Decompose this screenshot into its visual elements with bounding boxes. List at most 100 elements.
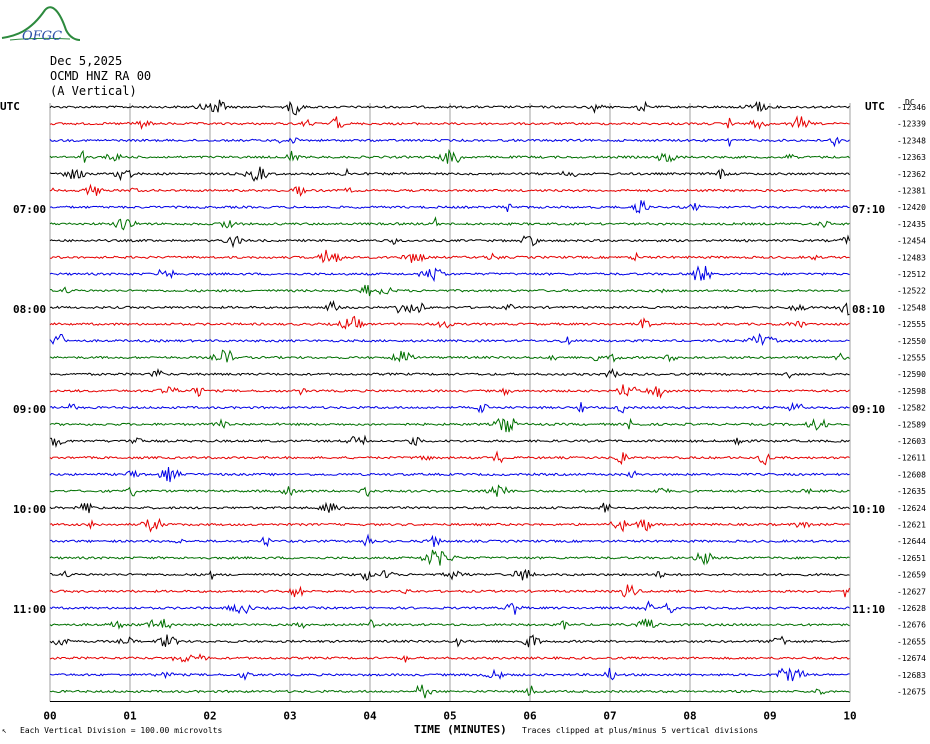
dc-label: DC <box>905 98 915 107</box>
trace-19 <box>49 417 850 433</box>
trace-28 <box>50 568 850 582</box>
x-tick-label: 03 <box>283 710 296 723</box>
trace-11 <box>50 284 850 297</box>
trace-33 <box>49 653 850 663</box>
x-tick-label: 01 <box>123 710 137 723</box>
left-time-0900: 09:00 <box>13 403 47 416</box>
dc-offset-value: -12555 <box>897 354 926 363</box>
trace-7 <box>49 216 850 231</box>
minute-gridlines <box>49 103 851 702</box>
right-time-1110: 11:10 <box>852 603 886 616</box>
dc-offset-labels: -12346 -12339 -12348 -12363 -12362 -12381 -124… <box>897 103 926 697</box>
trace-17 <box>49 384 850 399</box>
x-axis-label: TIME (MINUTES) <box>414 723 507 736</box>
logo-text: OFGC <box>22 29 62 44</box>
dc-offset-value: -12363 <box>897 153 926 162</box>
trace-5 <box>49 183 850 197</box>
dc-offset-value: -12676 <box>897 621 926 630</box>
dc-offset-value: -12675 <box>897 688 926 697</box>
dc-offset-value: -12339 <box>897 120 926 129</box>
trace-25 <box>49 517 850 533</box>
dc-offset-value: -12512 <box>897 270 926 279</box>
dc-offset-value: -12548 <box>897 303 926 312</box>
x-tick-label: 10 <box>843 710 856 723</box>
trace-32 <box>49 634 850 648</box>
dc-offset-value: -12651 <box>897 554 926 563</box>
scale-note: Each Vertical Division = 100.00 microvol… <box>20 726 223 735</box>
seismic-traces <box>49 99 850 699</box>
trace-13 <box>49 315 850 330</box>
ofgc-logo: OFGC <box>1 6 80 44</box>
dc-offset-value: -12598 <box>897 387 926 396</box>
right-time-0710: 07:10 <box>852 203 886 216</box>
trace-8 <box>49 234 850 249</box>
header-date: Dec 5,2025 <box>50 54 123 68</box>
dc-offset-value: -12348 <box>897 136 926 145</box>
left-time-1100: 11:00 <box>13 603 47 616</box>
trace-16 <box>49 367 850 379</box>
dc-offset-value: -12627 <box>897 587 926 596</box>
right-time-0910: 09:10 <box>852 403 886 416</box>
x-tick-label: 09 <box>763 710 776 723</box>
dc-offset-value: -12420 <box>897 203 926 212</box>
trace-24 <box>49 501 850 514</box>
header-component: (A Vertical) <box>50 84 137 98</box>
footer-mark: ↖ <box>2 726 7 735</box>
trace-4 <box>49 166 850 182</box>
left-time-1000: 10:00 <box>13 503 47 516</box>
left-time-0800: 08:00 <box>13 303 47 316</box>
trace-12 <box>49 299 850 316</box>
trace-29 <box>49 584 850 598</box>
dc-offset-value: -12590 <box>897 370 926 379</box>
dc-offset-value: -12659 <box>897 571 926 580</box>
x-tick-label: 04 <box>363 710 377 723</box>
dc-offset-value: -12644 <box>897 537 926 546</box>
right-time-0810: 08:10 <box>852 303 886 316</box>
dc-offset-value: -12655 <box>897 637 926 646</box>
dc-offset-value: -12381 <box>897 187 926 196</box>
dc-offset-value: -12621 <box>897 521 926 530</box>
header-station: OCMD HNZ RA 00 <box>50 69 152 83</box>
right-time-1010: 10:10 <box>852 503 886 516</box>
dc-offset-value: -12635 <box>897 487 926 496</box>
trace-6 <box>49 199 850 214</box>
trace-31 <box>49 618 850 630</box>
trace-27 <box>49 549 850 566</box>
trace-26 <box>49 533 850 548</box>
trace-1 <box>49 115 850 131</box>
clip-note: Traces clipped at plus/minus 5 vertical … <box>522 726 759 735</box>
trace-18 <box>49 401 850 414</box>
trace-2 <box>49 136 850 148</box>
trace-20 <box>49 434 850 449</box>
dc-offset-value: -12674 <box>897 654 926 663</box>
dc-offset-value: -12582 <box>897 404 926 413</box>
dc-offset-value: -12628 <box>897 604 926 613</box>
x-tick-label: 06 <box>523 710 537 723</box>
dc-offset-value: -12362 <box>897 170 926 179</box>
dc-offset-value: -12483 <box>897 253 926 262</box>
dc-offset-value: -12603 <box>897 437 926 446</box>
left-time-0700: 07:00 <box>13 203 47 216</box>
trace-22 <box>49 467 850 483</box>
x-tick-label: 07 <box>603 710 616 723</box>
dc-offset-value: -12555 <box>897 320 926 329</box>
dc-offset-value: -12589 <box>897 420 926 429</box>
trace-21 <box>49 450 850 466</box>
trace-3 <box>49 148 850 164</box>
dc-offset-value: -12454 <box>897 237 926 246</box>
dc-offset-value: -12522 <box>897 287 926 296</box>
dc-offset-value: -12435 <box>897 220 926 229</box>
trace-34 <box>49 667 850 682</box>
trace-9 <box>50 249 850 264</box>
x-tick-label: 02 <box>203 710 216 723</box>
dc-offset-value: -12624 <box>897 504 926 513</box>
x-tick-label: 08 <box>683 710 696 723</box>
x-tick-label: 05 <box>443 710 456 723</box>
trace-0 <box>49 99 850 116</box>
x-tick-label: 00 <box>43 710 56 723</box>
trace-30 <box>49 600 850 615</box>
trace-15 <box>49 349 850 363</box>
dc-offset-value: -12346 <box>897 103 926 112</box>
x-axis-ticks: 00 01 02 03 04 05 06 07 08 09 10 <box>43 710 856 723</box>
